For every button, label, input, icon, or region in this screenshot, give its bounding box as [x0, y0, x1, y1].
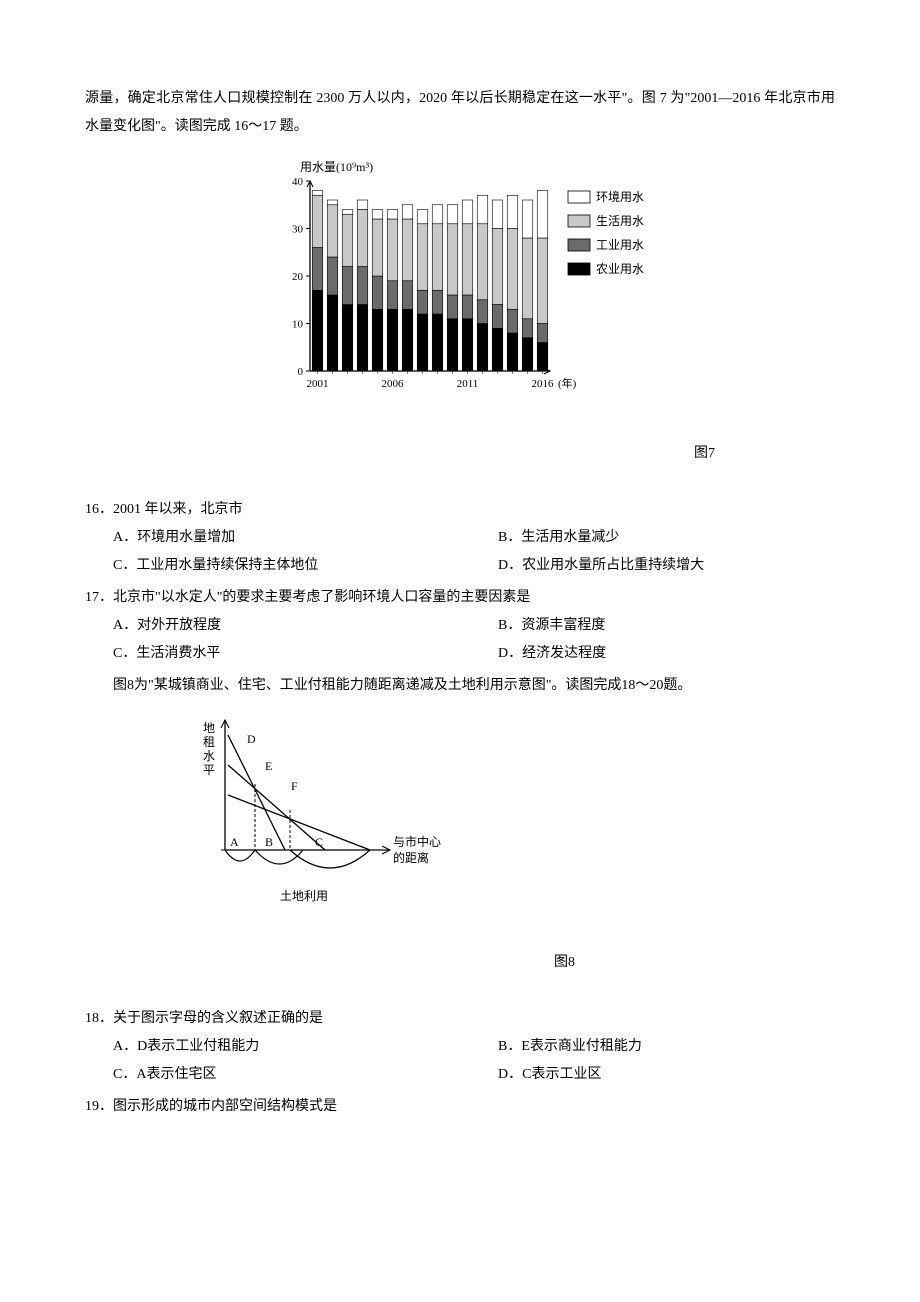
svg-text:租: 租: [203, 735, 215, 749]
q17-stem: 17．北京市"以水定人"的要求主要考虑了影响环境人口容量的主要因素是: [85, 584, 835, 612]
fig8-svg: 地租水平 DE F A B C 与市中心的距离土地利用: [185, 710, 465, 910]
q16-options: A．环境用水量增加 B．生活用水量减少 C．工业用水量持续保持主体地位 D．农业…: [85, 524, 835, 580]
question-19: 19．图示形成的城市内部空间结构模式是: [85, 1093, 835, 1121]
svg-text:C: C: [315, 835, 323, 849]
svg-text:环境用水: 环境用水: [596, 189, 644, 204]
svg-text:地: 地: [203, 721, 215, 735]
q17-options: A．对外开放程度 B．资源丰富程度 C．生活消费水平 D．经济发达程度: [85, 612, 835, 668]
svg-text:D: D: [247, 732, 256, 746]
q18-opt-c: C．A表示住宅区: [85, 1061, 450, 1089]
svg-text:30: 30: [292, 224, 304, 236]
q16-opt-a: A．环境用水量增加: [85, 524, 450, 552]
intro8: 图8为"某城镇商业、住宅、工业付租能力随距离递减及土地利用示意图"。读图完成18…: [85, 672, 835, 700]
q18-opt-d: D．C表示工业区: [470, 1061, 835, 1089]
question-16: 16．2001 年以来，北京市 A．环境用水量增加 B．生活用水量减少 C．工业…: [85, 496, 835, 580]
q16-opt-c: C．工业用水量持续保持主体地位: [85, 552, 450, 580]
q17-opt-c: C．生活消费水平: [85, 640, 450, 668]
intro-text: 源量，确定北京常住人口规模控制在 2300 万人以内，2020 年以后长期稳定在…: [85, 85, 835, 141]
q17-opt-d: D．经济发达程度: [470, 640, 835, 668]
question-18: 18．关于图示字母的含义叙述正确的是 A．D表示工业付租能力 B．E表示商业付租…: [85, 1005, 835, 1089]
svg-text:农业用水: 农业用水: [596, 262, 644, 276]
svg-text:(年): (年): [558, 376, 577, 390]
svg-text:B: B: [265, 835, 273, 849]
q17-opt-b: B．资源丰富程度: [470, 612, 835, 640]
chart7-container: 用水量(10⁹m³) 0 10 20 30 40 2001 2006 2011 2016(年) 环境…: [85, 151, 835, 412]
svg-text:2001: 2001: [307, 378, 329, 390]
svg-text:工业用水: 工业用水: [596, 238, 644, 252]
q16-opt-d: D．农业用水量所占比重持续增大: [470, 552, 835, 580]
svg-text:E: E: [265, 759, 272, 773]
svg-text:A: A: [230, 835, 239, 849]
svg-text:与市中心: 与市中心: [393, 834, 441, 849]
question-17: 17．北京市"以水定人"的要求主要考虑了影响环境人口容量的主要因素是 A．对外开…: [85, 584, 835, 668]
svg-text:土地利用: 土地利用: [280, 889, 328, 903]
q18-options: A．D表示工业付租能力 B．E表示商业付租能力 C．A表示住宅区 D．C表示工业…: [85, 1033, 835, 1089]
chart7-svg: 用水量(10⁹m³) 0 10 20 30 40 2001 2006 2011 2016(年) 环境…: [260, 151, 660, 401]
q18-stem: 18．关于图示字母的含义叙述正确的是: [85, 1005, 835, 1033]
svg-text:生活用水: 生活用水: [596, 214, 644, 228]
q16-stem: 16．2001 年以来，北京市: [85, 496, 835, 524]
svg-text:20: 20: [292, 271, 304, 283]
svg-text:平: 平: [203, 763, 215, 777]
q16-opt-b: B．生活用水量减少: [470, 524, 835, 552]
q18-opt-a: A．D表示工业付租能力: [85, 1033, 450, 1061]
svg-text:2006: 2006: [382, 378, 405, 390]
svg-text:40: 40: [292, 176, 304, 188]
svg-text:用水量(10⁹m³): 用水量(10⁹m³): [300, 160, 373, 174]
q19-stem: 19．图示形成的城市内部空间结构模式是: [85, 1093, 835, 1121]
svg-text:的距离: 的距离: [393, 850, 429, 865]
svg-text:水: 水: [203, 749, 215, 763]
q17-opt-a: A．对外开放程度: [85, 612, 450, 640]
q18-opt-b: B．E表示商业付租能力: [470, 1033, 835, 1061]
svg-text:2011: 2011: [457, 378, 479, 390]
fig8-container: 地租水平 DE F A B C 与市中心的距离土地利用: [185, 710, 835, 921]
svg-text:F: F: [291, 779, 298, 793]
svg-text:0: 0: [298, 366, 304, 378]
caption8: 图8: [85, 949, 835, 977]
caption7: 图7: [85, 440, 835, 468]
svg-text:2016: 2016: [532, 378, 555, 390]
svg-text:10: 10: [292, 319, 304, 331]
